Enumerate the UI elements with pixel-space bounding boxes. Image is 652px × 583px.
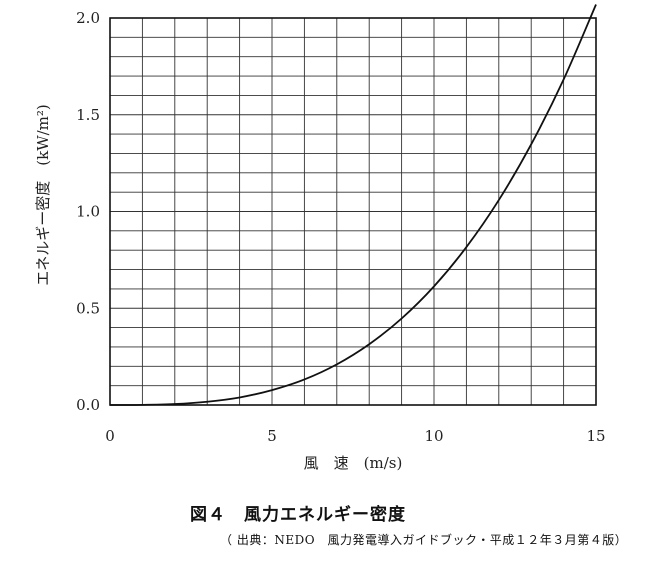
- plot-frame: [109, 17, 597, 406]
- y-tick-label: 0.5: [76, 299, 100, 317]
- y-tick-label: 1.0: [76, 203, 100, 221]
- x-tick-label: 0: [105, 427, 115, 445]
- y-axis-label: エネルギー密度 (kW/m²): [34, 104, 52, 286]
- tick-labels: 0 5 10 15 0.0 0.5 1.0 1.5 2.0: [76, 9, 605, 445]
- figure-caption: 図４ 風力エネルギー密度: [190, 505, 406, 525]
- x-tick-label: 15: [586, 427, 605, 445]
- figure-source: （ 出典：NEDO 風力発電導入ガイドブック・平成１２年３月第４版）: [220, 533, 628, 547]
- x-tick-label: 10: [424, 427, 443, 445]
- x-tick-label: 5: [267, 427, 277, 445]
- x-axis-label: 風 速 (m/s): [304, 454, 403, 472]
- y-tick-label: 0.0: [76, 396, 100, 414]
- y-tick-label: 1.5: [76, 106, 100, 124]
- y-tick-label: 2.0: [76, 9, 100, 27]
- series-line: [109, 4, 597, 406]
- grid: [110, 18, 596, 405]
